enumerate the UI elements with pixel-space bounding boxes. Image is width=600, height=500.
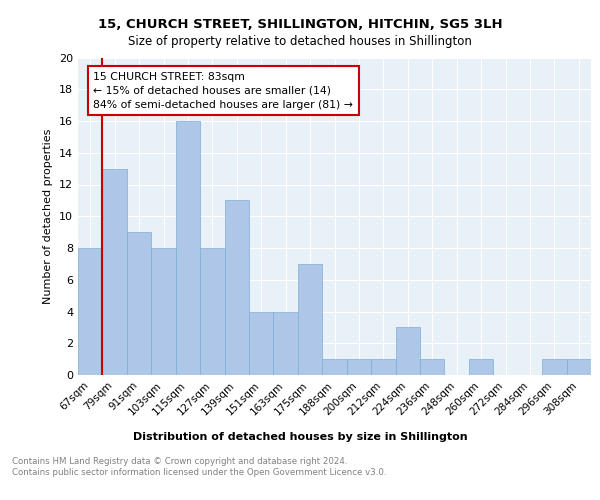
Bar [322, 359, 347, 375]
Bar [176, 121, 200, 375]
Text: 15 CHURCH STREET: 83sqm
← 15% of detached houses are smaller (14)
84% of semi-de: 15 CHURCH STREET: 83sqm ← 15% of detache… [94, 72, 353, 110]
Bar [274, 312, 298, 375]
Bar [469, 359, 493, 375]
Text: 15, CHURCH STREET, SHILLINGTON, HITCHIN, SG5 3LH: 15, CHURCH STREET, SHILLINGTON, HITCHIN,… [98, 18, 502, 30]
Y-axis label: Number of detached properties: Number of detached properties [43, 128, 53, 304]
Bar [395, 328, 420, 375]
Bar [249, 312, 274, 375]
Text: Distribution of detached houses by size in Shillington: Distribution of detached houses by size … [133, 432, 467, 442]
Bar [151, 248, 176, 375]
Bar [371, 359, 395, 375]
Bar [200, 248, 224, 375]
Text: Contains HM Land Registry data © Crown copyright and database right 2024.
Contai: Contains HM Land Registry data © Crown c… [12, 458, 386, 477]
Bar [103, 168, 127, 375]
Bar [420, 359, 445, 375]
Bar [298, 264, 322, 375]
Bar [542, 359, 566, 375]
Bar [347, 359, 371, 375]
Bar [566, 359, 591, 375]
Bar [224, 200, 249, 375]
Text: Size of property relative to detached houses in Shillington: Size of property relative to detached ho… [128, 35, 472, 48]
Bar [127, 232, 151, 375]
Bar [78, 248, 103, 375]
